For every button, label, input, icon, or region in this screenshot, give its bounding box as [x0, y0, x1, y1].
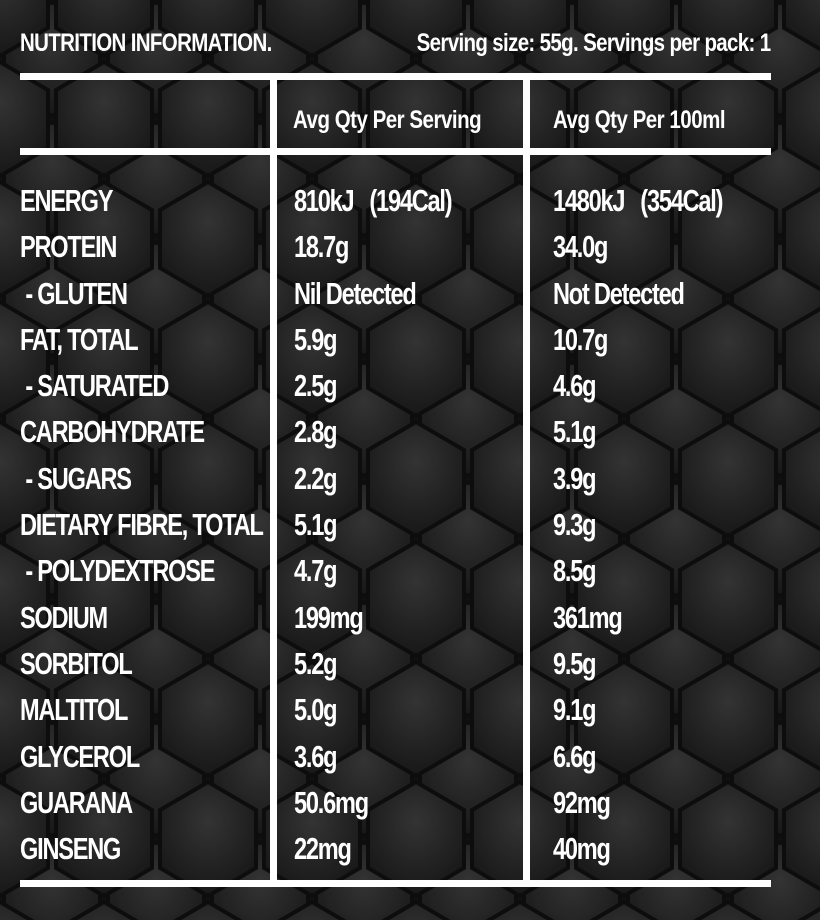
nutrient-row-sodium: SODIUM 199mg 361mg — [0, 595, 820, 641]
nutrient-per-serving: 5.2g — [294, 645, 337, 681]
nutrient-name: GINSENG — [20, 831, 121, 867]
nutrient-name: MALTITOL — [20, 692, 128, 728]
nutrient-per-serving: 2.5g — [294, 368, 337, 404]
nutrient-name: GLYCEROL — [20, 738, 140, 774]
nutrient-rows: ENERGY 810kJ (194Cal) 1480kJ (354Cal) PR… — [0, 178, 820, 872]
nutrient-per-serving: 4.7g — [294, 553, 337, 589]
nutrient-per-100ml: 40mg — [553, 831, 611, 867]
nutrient-per-100ml: 5.1g — [553, 414, 596, 450]
nutrient-per-100ml: 34.0g — [553, 229, 608, 265]
column-divider-left — [270, 80, 277, 880]
serving-info: Serving size: 55g. Servings per pack: 1 — [416, 29, 770, 57]
nutrient-per-serving: Nil Detected — [294, 275, 417, 311]
nutrient-name: SODIUM — [20, 599, 108, 635]
nutrient-per-100ml: 4.6g — [553, 368, 596, 404]
nutrient-row-glycerol: GLYCEROL 3.6g 6.6g — [0, 734, 820, 780]
nutrient-name: - SUGARS — [20, 460, 132, 496]
nutrient-row-sorbitol: SORBITOL 5.2g 9.5g — [0, 641, 820, 687]
nutrient-name: DIETARY FIBRE, TOTAL — [20, 507, 264, 543]
nutrient-per-100ml: 6.6g — [553, 738, 596, 774]
nutrient-per-serving: 199mg — [294, 599, 364, 635]
nutrient-row-polydextrose: - POLYDEXTROSE 4.7g 8.5g — [0, 548, 820, 594]
nutrient-name: PROTEIN — [20, 229, 117, 265]
nutrient-row-saturated: - SATURATED 2.5g 4.6g — [0, 363, 820, 409]
nutrient-per-100ml: Not Detected — [553, 275, 685, 311]
nutrient-per-serving: 2.8g — [294, 414, 337, 450]
nutrient-per-100ml: 92mg — [553, 784, 611, 820]
nutrient-per-100ml: 361mg — [553, 599, 623, 635]
nutrient-row-energy: ENERGY 810kJ (194Cal) 1480kJ (354Cal) — [0, 178, 820, 224]
nutrient-row-carbohydrate: CARBOHYDRATE 2.8g 5.1g — [0, 409, 820, 455]
nutrient-per-100ml: 3.9g — [553, 460, 596, 496]
nutrient-row-fat-total: FAT, TOTAL 5.9g 10.7g — [0, 317, 820, 363]
nutrient-per-serving: 5.0g — [294, 692, 337, 728]
nutrient-name: CARBOHYDRATE — [20, 414, 205, 450]
nutrient-row-maltitol: MALTITOL 5.0g 9.1g — [0, 687, 820, 733]
nutrient-row-dietary-fibre: DIETARY FIBRE, TOTAL 5.1g 9.3g — [0, 502, 820, 548]
column-header-per-serving: Avg Qty Per Serving — [293, 106, 482, 134]
nutrient-per-serving: 2.2g — [294, 460, 337, 496]
nutrition-title: NUTRITION INFORMATION. — [20, 29, 272, 57]
nutrient-per-100ml: 8.5g — [553, 553, 596, 589]
column-header-per-100ml: Avg Qty Per 100ml — [553, 106, 726, 134]
nutrient-per-100ml: 1480kJ (354Cal) — [553, 183, 723, 218]
nutrient-name: FAT, TOTAL — [20, 321, 139, 357]
nutrient-per-serving: 810kJ (194Cal) — [294, 183, 453, 218]
header-divider — [20, 148, 771, 155]
top-divider — [20, 73, 771, 80]
column-divider-right — [523, 80, 530, 880]
nutrient-per-serving: 50.6mg — [294, 784, 369, 820]
nutrient-name: - SATURATED — [20, 368, 169, 404]
nutrient-name: - POLYDEXTROSE — [20, 553, 215, 589]
nutrient-row-guarana: GUARANA 50.6mg 92mg — [0, 780, 820, 826]
nutrient-per-serving: 3.6g — [294, 738, 337, 774]
nutrient-name: SORBITOL — [20, 645, 133, 681]
nutrient-row-protein: PROTEIN 18.7g 34.0g — [0, 224, 820, 270]
nutrient-row-sugars: - SUGARS 2.2g 3.9g — [0, 456, 820, 502]
nutrient-per-100ml: 10.7g — [553, 321, 608, 357]
nutrient-row-ginseng: GINSENG 22mg 40mg — [0, 826, 820, 872]
bottom-divider — [20, 880, 771, 887]
nutrient-row-gluten: - GLUTEN Nil Detected Not Detected — [0, 271, 820, 317]
nutrient-per-serving: 22mg — [294, 831, 352, 867]
nutrient-per-100ml: 9.1g — [553, 692, 596, 728]
nutrient-per-100ml: 9.5g — [553, 645, 596, 681]
nutrient-per-serving: 5.1g — [294, 507, 337, 543]
nutrient-name: - GLUTEN — [20, 275, 128, 311]
nutrient-per-100ml: 9.3g — [553, 507, 596, 543]
nutrient-name: GUARANA — [20, 784, 133, 820]
nutrient-per-serving: 18.7g — [294, 229, 349, 265]
nutrient-per-serving: 5.9g — [294, 321, 337, 357]
nutrient-name: ENERGY — [20, 183, 113, 218]
